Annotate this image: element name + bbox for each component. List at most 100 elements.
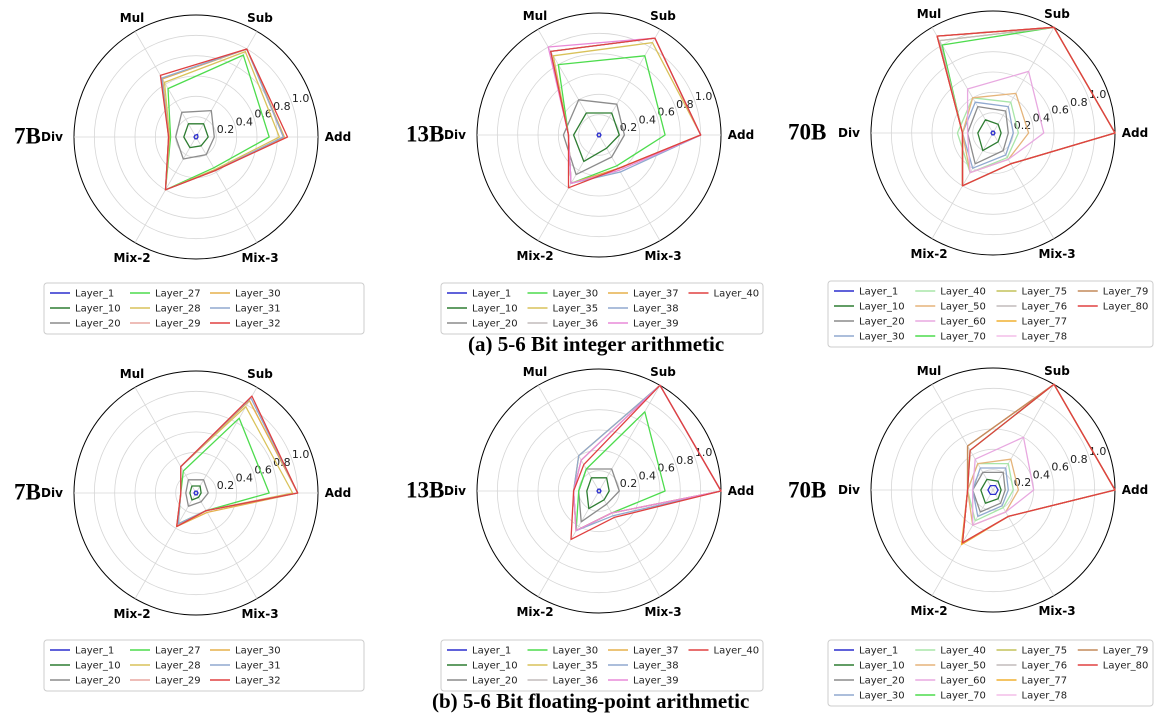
radial-tick-label: 0.2 (1014, 476, 1032, 489)
axis-label-div: Div (444, 128, 466, 142)
radial-tick-label: 0.6 (254, 464, 272, 477)
legend-entry-layer_40: Layer_40 (940, 287, 986, 298)
series-line-layer_20 (185, 479, 209, 507)
axis-label-mix-3: Mix-3 (644, 605, 681, 619)
series-line-layer_40 (956, 97, 1020, 174)
axis-label-add: Add (325, 130, 351, 144)
axis-label-add: Add (728, 128, 754, 142)
axis-label-mul: Mul (120, 367, 145, 381)
radial-tick-label: 0.6 (1051, 104, 1069, 117)
legend-entry-layer_79: Layer_79 (1103, 646, 1149, 657)
model-label: 7B (14, 123, 41, 148)
legend-entry-layer_27: Layer_27 (155, 646, 201, 657)
legend-entry-layer_10: Layer_10 (75, 304, 121, 315)
series-line-layer_1 (987, 484, 999, 496)
radar-panel-a-7B: 0.20.40.60.81.0 Add Sub Mul Div Mix-2 Mix-3 7B L… (14, 11, 365, 335)
axis-spoke (931, 384, 994, 491)
legend-entry-layer_10: Layer_10 (859, 661, 905, 672)
series-line-layer_32 (176, 395, 299, 528)
legend-entry-layer_1: Layer_1 (75, 646, 114, 657)
model-label: 70B (788, 477, 826, 502)
radial-tick-label: 0.8 (676, 454, 694, 467)
axis-label-mix-2: Mix-2 (910, 247, 947, 261)
axis-label-sub: Sub (247, 367, 273, 381)
model-label: 13B (406, 477, 444, 502)
axis-label-mix-2: Mix-2 (516, 605, 553, 619)
axis-spoke (931, 27, 994, 134)
legend-entry-layer_79: Layer_79 (1103, 287, 1149, 298)
radial-tick-label: 0.8 (273, 100, 291, 113)
radial-tick-label: 0.4 (236, 115, 254, 128)
axis-label-sub: Sub (650, 365, 676, 379)
legend-entry-layer_80: Layer_80 (1103, 302, 1149, 313)
series-line-layer_40 (550, 37, 702, 189)
legend-entry-layer_37: Layer_37 (633, 646, 679, 657)
legend-entry-layer_38: Layer_38 (633, 661, 679, 672)
axis-label-mix-3: Mix-3 (1038, 247, 1075, 261)
caption-integer-arithmetic: (a) 5-6 Bit integer arithmetic (468, 332, 725, 356)
radial-tick-label: 0.4 (639, 113, 657, 126)
legend-entry-layer_20: Layer_20 (75, 319, 121, 330)
legend-entry-layer_1: Layer_1 (859, 287, 898, 298)
series-line-layer_76 (938, 26, 1116, 187)
legend-entry-layer_10: Layer_10 (472, 304, 518, 315)
legend-entry-layer_30: Layer_30 (235, 646, 281, 657)
legend-entry-layer_20: Layer_20 (472, 319, 518, 330)
series-line-layer_10 (189, 485, 202, 501)
legend-entry-layer_10: Layer_10 (859, 302, 905, 313)
series-line-layer_20 (175, 109, 215, 160)
legend-entry-layer_20: Layer_20 (859, 317, 905, 328)
axis-label-div: Div (838, 126, 860, 140)
axis-label-mix-2: Mix-2 (516, 249, 553, 263)
legend-entry-layer_28: Layer_28 (155, 661, 201, 672)
legend-entry-layer_35: Layer_35 (553, 661, 599, 672)
model-label: 7B (14, 479, 41, 504)
caption-floating-point-arithmetic: (b) 5-6 Bit floating-point arithmetic (432, 689, 750, 713)
axis-spoke (598, 385, 661, 492)
axis-label-div: Div (41, 130, 63, 144)
legend-entry-layer_32: Layer_32 (235, 319, 281, 330)
series-line-layer_28 (163, 50, 281, 191)
legend-entry-layer_35: Layer_35 (553, 304, 599, 315)
series-line-layer_10 (586, 477, 610, 510)
radial-tick-label: 0.6 (1051, 461, 1069, 474)
axis-label-mul: Mul (917, 7, 942, 21)
legend-box (43, 282, 365, 335)
legend-entry-layer_20: Layer_20 (472, 676, 518, 687)
legend-entry-layer_78: Layer_78 (1022, 332, 1068, 343)
legend-entry-layer_1: Layer_1 (859, 646, 898, 657)
series-line-layer_1 (193, 490, 199, 496)
radial-tick-label: 1.0 (292, 448, 310, 461)
series-line-layer_1 (990, 130, 996, 136)
axis-label-add: Add (1122, 483, 1148, 497)
axis-label-add: Add (1122, 126, 1148, 140)
legend-entry-layer_75: Layer_75 (1022, 287, 1068, 298)
legend-entry-layer_29: Layer_29 (155, 676, 201, 687)
axis-label-mul: Mul (523, 9, 548, 23)
legend-entry-layer_1: Layer_1 (472, 289, 511, 300)
model-label: 70B (788, 119, 826, 144)
series-line-layer_80 (936, 26, 1116, 187)
axis-label-sub: Sub (650, 9, 676, 23)
radial-tick-label: 1.0 (695, 446, 713, 459)
radial-tick-label: 0.6 (254, 108, 272, 121)
legend-entry-layer_29: Layer_29 (155, 319, 201, 330)
legend-entry-layer_36: Layer_36 (553, 676, 599, 687)
legend-entry-layer_50: Layer_50 (940, 302, 986, 313)
radial-tick-label: 0.2 (620, 121, 638, 134)
legend-entry-layer_76: Layer_76 (1022, 302, 1068, 313)
series-line-layer_10 (572, 112, 620, 163)
legend-entry-layer_39: Layer_39 (633, 676, 679, 687)
series-line-layer_1 (193, 133, 199, 140)
legend-entry-layer_38: Layer_38 (633, 304, 679, 315)
axis-spoke (537, 490, 600, 597)
series-line-layer_35 (552, 41, 702, 185)
series-line-layer_27 (164, 54, 270, 191)
legend-entry-layer_28: Layer_28 (155, 304, 201, 315)
radial-tick-label: 0.8 (1070, 96, 1088, 109)
radial-tick-label: 1.0 (1089, 445, 1107, 458)
series-line-layer_75 (938, 26, 1116, 187)
legend-entry-layer_40: Layer_40 (714, 646, 760, 657)
